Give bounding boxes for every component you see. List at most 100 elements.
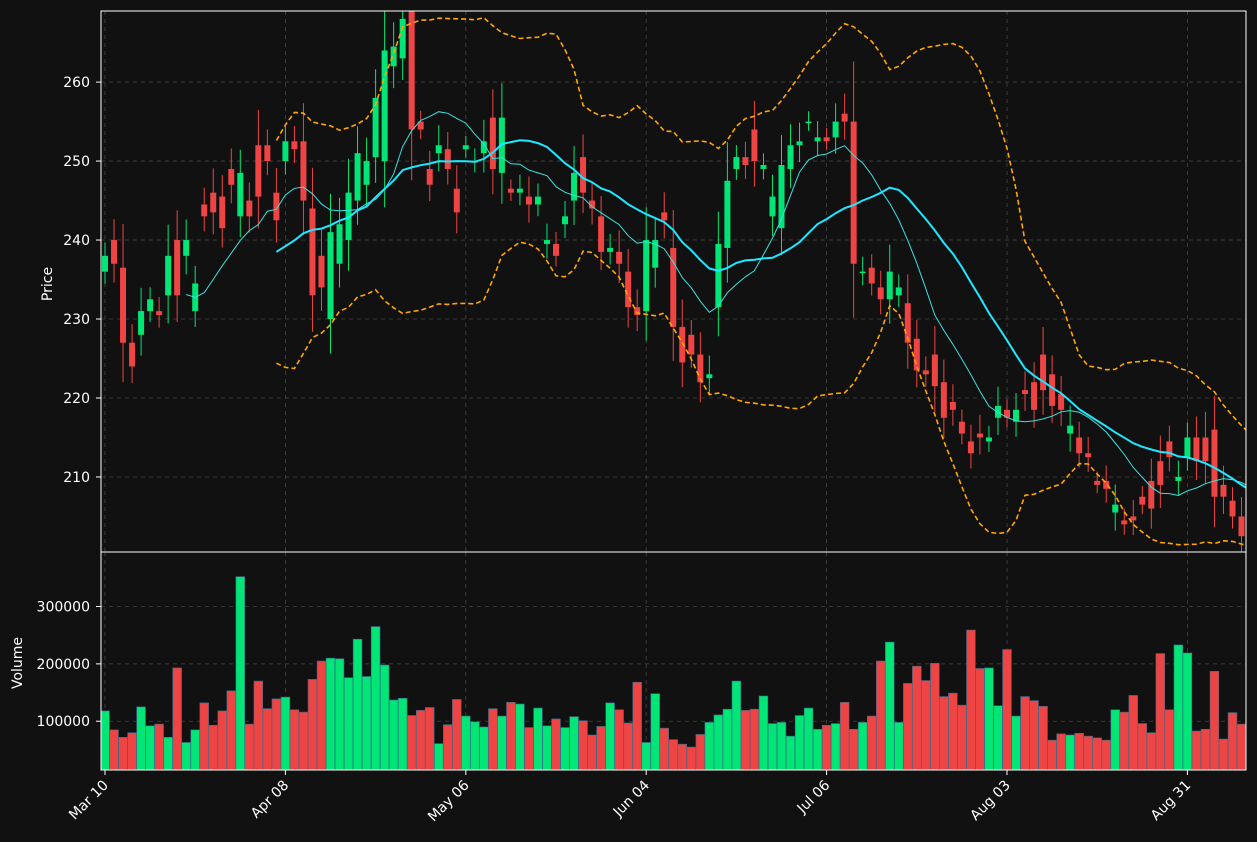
candle-down xyxy=(489,117,496,169)
candle-up xyxy=(652,240,659,268)
volume-bar-down xyxy=(154,723,164,770)
volume-bar-down xyxy=(208,724,218,770)
candle-down xyxy=(1031,382,1038,410)
volume-bar-up xyxy=(1110,709,1120,770)
volume-frame xyxy=(100,551,1247,771)
volume-bar-down xyxy=(749,708,760,770)
candle-up xyxy=(769,196,776,217)
volume-bar-down xyxy=(1119,711,1129,770)
candle-down xyxy=(697,354,704,383)
candle-down xyxy=(300,141,307,201)
candle-down xyxy=(1229,500,1236,517)
volume-axis-label: Volume xyxy=(10,637,26,689)
candle-up xyxy=(363,161,370,185)
volume-bar-up xyxy=(731,680,742,770)
volume-bar-down xyxy=(686,746,697,770)
volume-bar-down xyxy=(316,660,327,770)
volume-bar-up xyxy=(434,743,444,770)
candle-up xyxy=(562,216,569,225)
volume-bar-up xyxy=(343,677,354,770)
volume-bar-down xyxy=(244,723,255,770)
candle-up xyxy=(354,153,361,201)
volume-bar-down xyxy=(289,709,300,770)
volume-bar-up xyxy=(1173,644,1184,770)
volume-bar-down xyxy=(1236,723,1246,770)
volume-bar-down xyxy=(406,715,417,770)
volume-bar-down xyxy=(262,708,273,770)
volume-bar-up xyxy=(1011,715,1021,770)
candle-down xyxy=(688,334,695,355)
candle-up xyxy=(643,240,650,312)
candle-down xyxy=(949,401,956,410)
volume-bar-up xyxy=(136,706,146,770)
candle-down xyxy=(958,421,965,434)
candle-down xyxy=(580,157,587,193)
volume-bar-down xyxy=(912,665,922,770)
candle-up xyxy=(381,50,388,162)
candle-down xyxy=(129,342,136,367)
volume-bar-down xyxy=(587,734,597,770)
candle-down xyxy=(679,326,686,363)
candle-down xyxy=(120,267,127,343)
candle-down xyxy=(616,251,623,264)
candle-down xyxy=(309,208,316,296)
volume-bar-down xyxy=(659,727,669,770)
volume-bar-down xyxy=(821,724,832,770)
volume-bar-up xyxy=(479,726,489,770)
volume-bar-down xyxy=(226,690,236,770)
volume-bar-up xyxy=(993,705,1003,770)
volume-bar-up xyxy=(163,736,173,770)
candle-up xyxy=(372,97,379,158)
candle-down xyxy=(670,247,677,327)
candle-up xyxy=(787,145,794,169)
volume-bar-down xyxy=(1101,739,1111,770)
price-panel: 210 220 230 240 250 260 xyxy=(63,10,1247,553)
volume-series-group xyxy=(101,576,1246,770)
candle-up xyxy=(165,255,172,296)
candle-down xyxy=(291,141,298,150)
candle-down xyxy=(318,255,325,288)
candle-up xyxy=(435,145,442,154)
candle-down xyxy=(1004,409,1010,418)
volume-bar-up xyxy=(713,714,724,770)
volume-bar-up xyxy=(641,742,651,770)
volume-bar-down xyxy=(975,668,985,770)
volume-bar-down xyxy=(443,724,453,770)
volume-bar-up xyxy=(280,696,291,770)
volume-bar-down xyxy=(506,702,516,770)
volume-bar-down xyxy=(1002,649,1012,770)
candle-down xyxy=(1220,484,1227,497)
volume-bar-down xyxy=(524,727,534,770)
volume-bar-up xyxy=(812,728,823,770)
candle-down xyxy=(976,433,983,438)
candle-up xyxy=(534,196,541,205)
volume-bar-down xyxy=(1227,712,1238,770)
candle-down xyxy=(661,212,668,221)
volume-bar-up xyxy=(704,722,715,770)
volume-bar-up xyxy=(361,676,372,770)
price-axis-label: Price xyxy=(40,267,56,301)
volume-bar-up xyxy=(569,716,579,770)
volume-bar-up xyxy=(145,725,155,770)
candle-down xyxy=(156,311,163,316)
volume-bar-up xyxy=(785,735,796,770)
volume-bar-up xyxy=(767,723,778,770)
candle-up xyxy=(715,243,722,308)
candle-down xyxy=(589,200,596,209)
volume-bar-down xyxy=(1128,695,1138,770)
candle-up xyxy=(480,141,487,154)
candle-up xyxy=(805,121,812,124)
volume-bar-up xyxy=(605,702,615,770)
volume-bar-up xyxy=(379,664,390,770)
volume-bar-up xyxy=(894,722,904,770)
candle-down xyxy=(201,204,208,217)
volume-bar-down xyxy=(1020,696,1030,770)
candle-down xyxy=(1202,437,1209,462)
candle-up xyxy=(183,240,190,256)
candle-up xyxy=(724,180,731,248)
volume-bar-down xyxy=(632,681,642,770)
candle-down xyxy=(751,129,758,162)
candle-down xyxy=(1085,453,1092,458)
candle-down xyxy=(634,307,641,316)
volume-bar-up xyxy=(190,729,200,770)
